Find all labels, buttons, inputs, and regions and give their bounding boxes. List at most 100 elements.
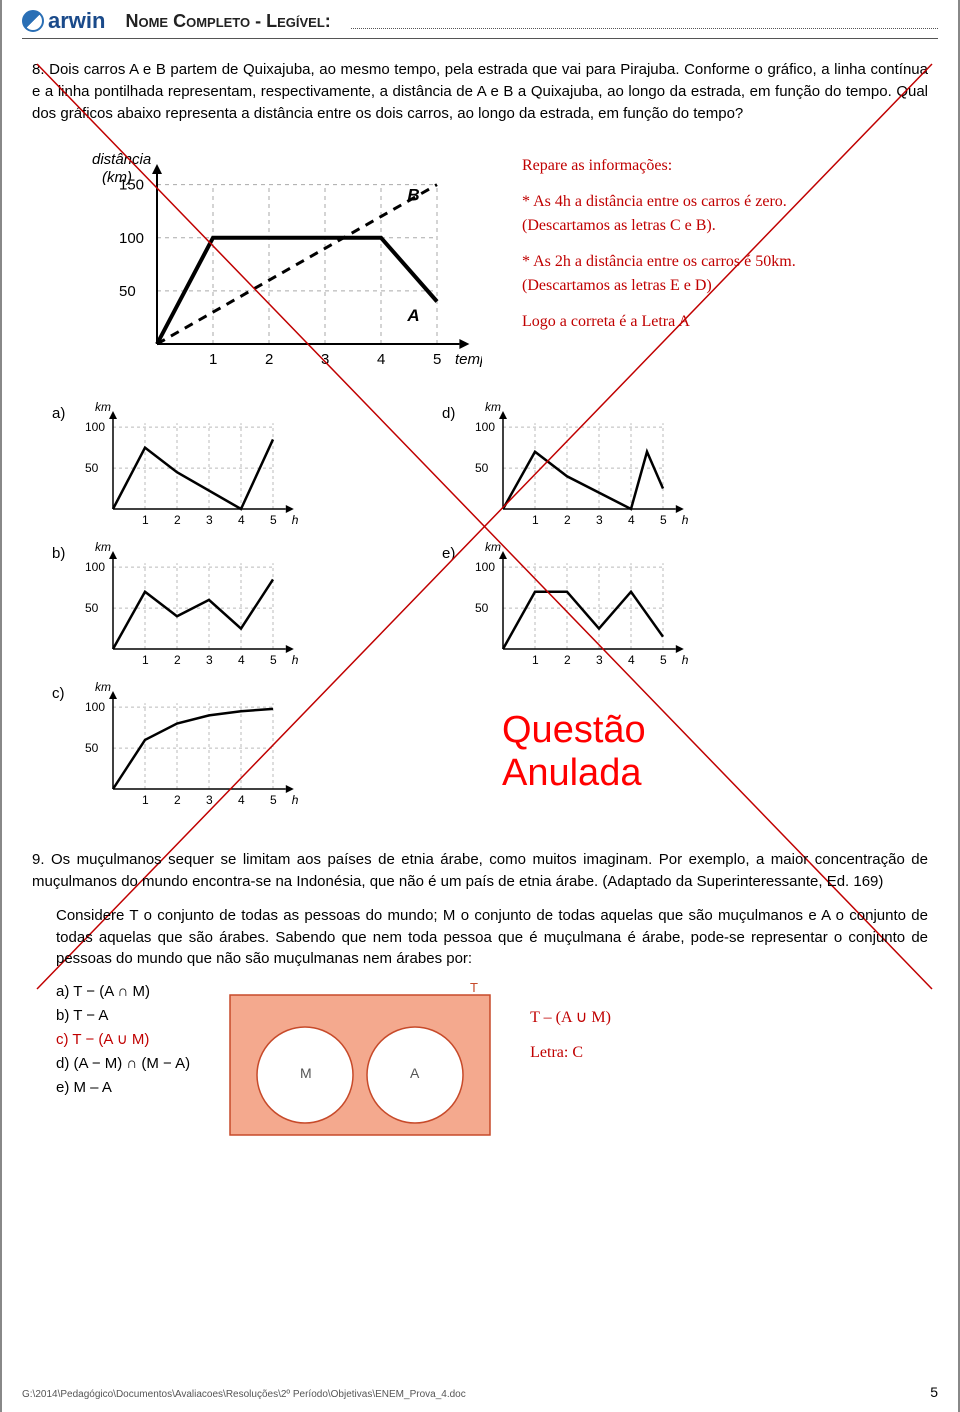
- q8-text: 8. Dois carros A e B partem de Quixajuba…: [32, 59, 928, 124]
- svg-text:150: 150: [119, 177, 144, 194]
- question-9: 9. Os muçulmanos sequer se limitam aos p…: [32, 849, 928, 1140]
- svg-text:2: 2: [174, 513, 181, 527]
- q9-opt-e: e) M – A: [56, 1076, 190, 1100]
- svg-text:4: 4: [238, 513, 245, 527]
- svg-text:100: 100: [475, 420, 495, 434]
- q9-answer: T – (A ∪ M) Letra: C: [530, 1000, 611, 1070]
- svg-text:5: 5: [660, 513, 667, 527]
- svg-text:50: 50: [475, 601, 489, 615]
- svg-text:2: 2: [174, 793, 181, 807]
- svg-text:4: 4: [238, 653, 245, 667]
- svg-text:3: 3: [206, 513, 213, 527]
- q8-number: 8.: [32, 61, 45, 78]
- svg-text:50: 50: [85, 601, 99, 615]
- svg-text:km: km: [95, 680, 111, 694]
- svg-text:5: 5: [433, 351, 441, 368]
- q9-number: 9.: [32, 851, 45, 868]
- svg-text:100: 100: [475, 560, 495, 574]
- svg-text:4: 4: [628, 513, 635, 527]
- logo-icon: [22, 10, 44, 32]
- header-label: Nome Completo - Legível:: [125, 11, 330, 32]
- svg-text:h: h: [682, 513, 689, 527]
- q9-opt-a: a) T − (A ∩ M): [56, 980, 190, 1004]
- opt-a-letter: a): [52, 399, 65, 422]
- svg-text:50: 50: [119, 283, 136, 300]
- svg-text:50: 50: [85, 461, 99, 475]
- svg-text:T: T: [470, 980, 478, 995]
- svg-text:3: 3: [206, 653, 213, 667]
- svg-text:h: h: [291, 793, 298, 807]
- brand-text: arwin: [48, 8, 105, 34]
- svg-text:50: 50: [85, 741, 99, 755]
- svg-text:5: 5: [270, 653, 277, 667]
- q8-explanation: Repare as informações: * As 4h a distânc…: [522, 154, 842, 346]
- explain-p1: * As 4h a distância entre os carros é ze…: [522, 190, 842, 238]
- svg-text:1: 1: [142, 793, 149, 807]
- svg-text:1: 1: [532, 653, 539, 667]
- option-e: e) 1 2 3 4 5 50 100 km h: [442, 539, 752, 669]
- venn-diagram: T M A: [220, 980, 500, 1140]
- svg-text:100: 100: [85, 700, 105, 714]
- q9-answer-letter: Letra: C: [530, 1035, 611, 1070]
- svg-text:3: 3: [206, 793, 213, 807]
- svg-text:4: 4: [628, 653, 635, 667]
- svg-text:1: 1: [209, 351, 217, 368]
- svg-text:3: 3: [596, 513, 603, 527]
- q9-opt-c: c) T − (A ∪ M): [56, 1028, 190, 1052]
- opt-c-letter: c): [52, 679, 65, 702]
- svg-text:100: 100: [85, 560, 105, 574]
- svg-text:1: 1: [532, 513, 539, 527]
- svg-text:A: A: [410, 1065, 420, 1081]
- page-header: arwin Nome Completo - Legível:: [22, 0, 938, 39]
- svg-text:5: 5: [270, 513, 277, 527]
- opt-b-letter: b): [52, 539, 65, 562]
- q8-options: a) 1 2 3 4 5 50 100 km h d) 1 2 3 4 5 50 100 km h b) 1 2 3…: [52, 399, 928, 809]
- q8-main-chart: distância(km)1234550100150ABtempo (h): [62, 144, 482, 389]
- q9-text1: 9. Os muçulmanos sequer se limitam aos p…: [32, 849, 928, 893]
- svg-text:h: h: [682, 653, 689, 667]
- svg-text:tempo (h): tempo (h): [455, 351, 482, 368]
- svg-text:distância: distância: [92, 151, 151, 168]
- svg-text:M: M: [300, 1065, 312, 1081]
- q9-option-list: a) T − (A ∩ M) b) T − A c) T − (A ∪ M) d…: [56, 980, 190, 1100]
- header-underline: [351, 28, 938, 29]
- svg-text:3: 3: [596, 653, 603, 667]
- svg-text:5: 5: [270, 793, 277, 807]
- svg-text:h: h: [292, 513, 299, 527]
- svg-text:km: km: [95, 400, 111, 414]
- svg-text:2: 2: [564, 513, 571, 527]
- anulada-cell: Questão Anulada: [442, 679, 752, 809]
- svg-text:2: 2: [564, 653, 571, 667]
- svg-text:A: A: [406, 306, 419, 325]
- svg-text:5: 5: [660, 653, 667, 667]
- question-8: 8. Dois carros A e B partem de Quixajuba…: [32, 59, 928, 809]
- page-number: 5: [930, 1384, 938, 1400]
- q8-body: Dois carros A e B partem de Quixajuba, a…: [32, 61, 928, 122]
- svg-text:1: 1: [142, 513, 149, 527]
- option-d: d) 1234550100kmh: [442, 399, 752, 529]
- svg-text:50: 50: [475, 461, 489, 475]
- explain-heading: Repare as informações:: [522, 154, 842, 178]
- svg-text:km: km: [95, 540, 111, 554]
- svg-text:h: h: [292, 653, 299, 667]
- option-a: a) 1 2 3 4 5 50 100 km h: [52, 399, 362, 529]
- q9-opt-d: d) (A − M) ∩ (M − A): [56, 1052, 190, 1076]
- svg-text:km: km: [485, 540, 501, 554]
- logo: arwin: [22, 8, 105, 34]
- explain-p3: Logo a correta é a Letra A: [522, 310, 842, 334]
- opt-e-letter: e): [442, 539, 455, 562]
- page-footer: G:\2014\Pedagógico\Documentos\Avaliacoes…: [22, 1384, 938, 1400]
- option-b: b) 1 2 3 4 5 50 100 km h: [52, 539, 362, 669]
- svg-text:1: 1: [142, 653, 149, 667]
- svg-text:100: 100: [85, 420, 105, 434]
- option-c: c) 1234550100kmh: [52, 679, 362, 809]
- footer-path: G:\2014\Pedagógico\Documentos\Avaliacoes…: [22, 1389, 466, 1400]
- svg-text:2: 2: [265, 351, 273, 368]
- svg-text:3: 3: [321, 351, 329, 368]
- svg-text:100: 100: [119, 230, 144, 247]
- opt-d-letter: d): [442, 399, 455, 422]
- svg-text:2: 2: [174, 653, 181, 667]
- q9-body1: Os muçulmanos sequer se limitam aos país…: [32, 851, 928, 890]
- q9-answer-expr: T – (A ∪ M): [530, 1000, 611, 1035]
- q9-text2: Considere T o conjunto de todas as pesso…: [56, 905, 928, 970]
